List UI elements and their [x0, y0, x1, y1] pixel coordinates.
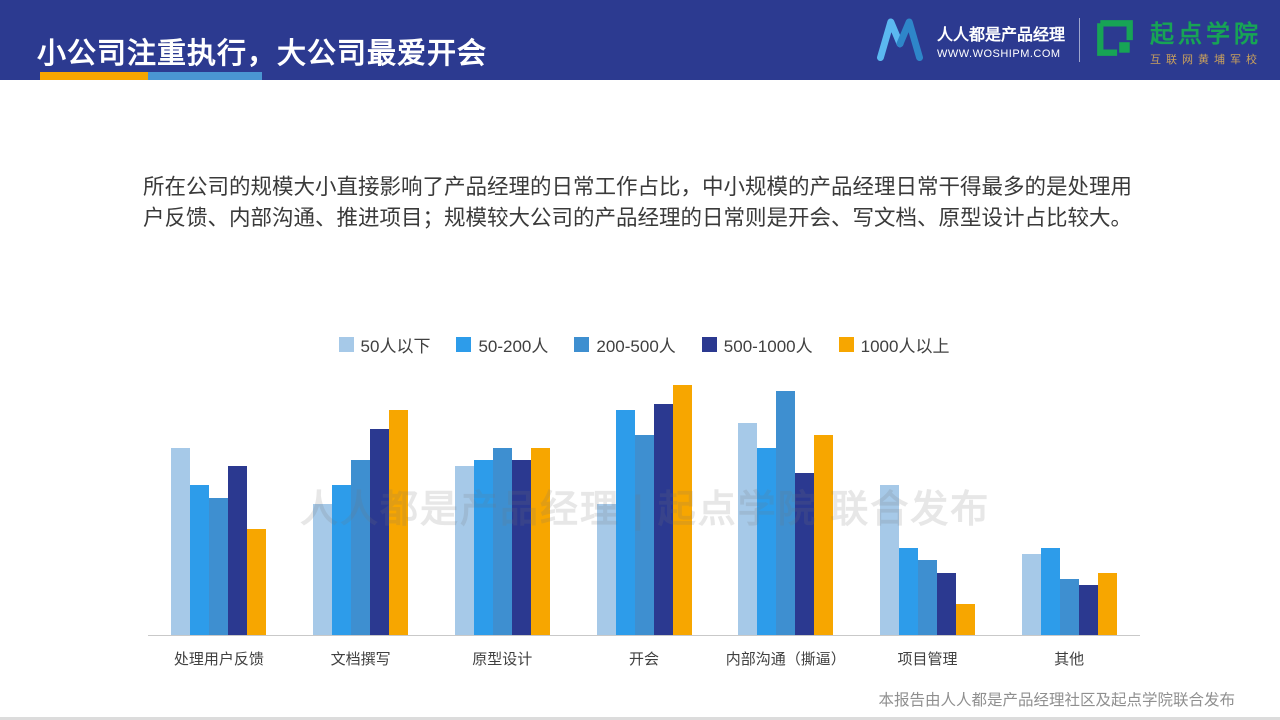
- bar: [1059, 578, 1079, 635]
- bar: [596, 503, 616, 635]
- bar: [653, 403, 673, 635]
- legend-item: 1000人以上: [838, 332, 950, 357]
- bar: [936, 572, 956, 635]
- bar: [634, 435, 654, 635]
- bar: [313, 503, 333, 635]
- footer-note: 本报告由人人都是产品经理社区及起点学院联合发布: [878, 692, 1235, 709]
- bar: [370, 428, 390, 635]
- bar: [955, 603, 975, 635]
- bar: [1097, 572, 1117, 635]
- bar: [454, 466, 474, 635]
- legend-item: 50-200人: [456, 332, 548, 357]
- category-label: 处理用户反馈: [173, 651, 264, 668]
- bar: [228, 466, 248, 635]
- brand-divider: [1079, 18, 1080, 62]
- category-label: 文档撰写: [330, 651, 391, 668]
- bottom-strip: [0, 717, 1280, 720]
- woshipm-url: WWW.WOSHIPM.COM: [936, 47, 1061, 60]
- bar-group: [148, 385, 290, 635]
- legend-label: 1000人以上: [860, 337, 950, 356]
- bar: [879, 485, 899, 635]
- chart-plot: [148, 385, 1140, 636]
- accent-bar-blue: [148, 72, 262, 80]
- bar: [190, 485, 210, 635]
- bar: [917, 560, 937, 635]
- qidian-logo-icon: [1094, 17, 1136, 64]
- bar: [171, 447, 191, 635]
- bar-group: [573, 385, 715, 635]
- body-paragraph: 所在公司的规模大小直接影响了产品经理的日常工作占比，中小规模的产品经理日常干得最…: [143, 175, 1133, 230]
- bar: [511, 460, 531, 635]
- legend-item: 500-1000人: [701, 332, 813, 357]
- legend-label: 200-500人: [596, 337, 676, 356]
- bar: [738, 422, 758, 635]
- bar: [247, 528, 267, 635]
- bar: [351, 460, 371, 635]
- bar: [898, 547, 918, 635]
- bar: [757, 447, 777, 635]
- bar-group: [431, 385, 573, 635]
- category-label: 内部沟通（撕逼）: [725, 651, 846, 668]
- bar: [1078, 585, 1098, 635]
- legend-label: 50-200人: [478, 337, 549, 356]
- legend-label: 50人以下: [360, 337, 431, 356]
- legend-swatch: [701, 337, 717, 352]
- bar: [814, 435, 834, 635]
- bar: [1021, 553, 1041, 635]
- category-label: 开会: [629, 651, 660, 668]
- legend-item: 50人以下: [338, 332, 431, 357]
- bar-group: [290, 385, 432, 635]
- bar: [530, 447, 550, 635]
- category-label: 原型设计: [472, 651, 533, 668]
- chart-category-labels: 处理用户反馈 文档撰写 原型设计 开会 内部沟通（撕逼） 项目管理 其他: [148, 648, 1140, 669]
- bar-group: [715, 385, 857, 635]
- qidian-name: 起点学院: [1150, 20, 1262, 48]
- legend-swatch: [574, 337, 590, 352]
- bar: [795, 472, 815, 635]
- legend-label: 500-1000人: [723, 337, 813, 356]
- bar-group: [857, 385, 999, 635]
- page-title: 小公司注重执行，大公司最爱开会: [37, 38, 488, 70]
- legend-swatch: [338, 337, 354, 352]
- bar: [332, 485, 352, 635]
- chart-legend: 50人以下 50-200人 200-500人 500-1000人 1000人以上: [148, 332, 1140, 357]
- legend-item: 200-500人: [574, 332, 676, 357]
- header-brand-area: 人人都是产品经理 WWW.WOSHIPM.COM 起点学院 互联网黄埔军校: [876, 0, 1262, 80]
- bar: [209, 497, 229, 635]
- bar: [473, 460, 493, 635]
- category-label: 项目管理: [897, 651, 958, 668]
- qidian-brand-text: 起点学院 互联网黄埔军校: [1150, 14, 1262, 67]
- accent-bar-orange: [40, 72, 148, 80]
- qidian-subtitle: 互联网黄埔军校: [1150, 53, 1262, 66]
- bar: [615, 410, 635, 635]
- legend-swatch: [838, 337, 854, 352]
- bar: [776, 391, 796, 635]
- woshipm-brand-text: 人人都是产品经理 WWW.WOSHIPM.COM: [937, 21, 1065, 60]
- bar: [492, 447, 512, 635]
- category-label: 其他: [1054, 651, 1085, 668]
- header-bar: 小公司注重执行，大公司最爱开会 人人都是产品经理 WWW.WOSHIPM.COM: [0, 0, 1280, 80]
- bar: [672, 385, 692, 635]
- woshipm-logo-icon: [876, 15, 923, 66]
- woshipm-name: 人人都是产品经理: [936, 26, 1065, 44]
- bar: [1040, 547, 1060, 635]
- bar-group: [998, 385, 1140, 635]
- bar: [389, 410, 409, 635]
- legend-swatch: [456, 337, 472, 352]
